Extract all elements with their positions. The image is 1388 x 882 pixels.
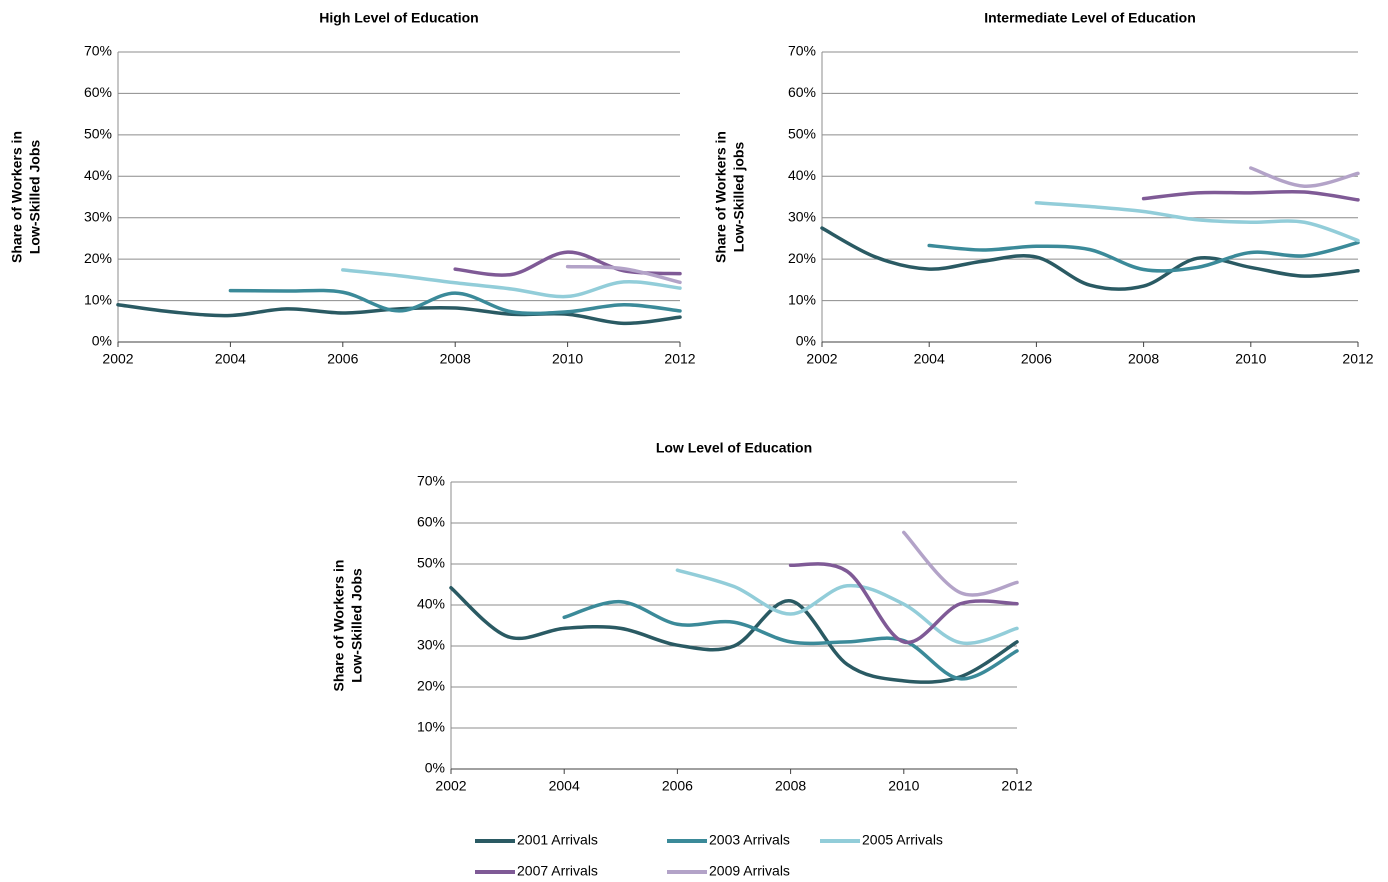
y-axis-label: Share of Workers in [331,559,347,691]
y-tick-label: 60% [84,84,112,100]
series-line [675,568,1019,646]
x-tick-label: 2010 [1235,351,1266,367]
series-line [902,530,1019,597]
y-tick-label: 60% [788,84,816,100]
series-line [820,226,1360,291]
y-tick-label: 70% [417,473,445,489]
subchart: Intermediate Level of Education Share of … [713,10,1374,367]
y-axis-label: Share of Workers in [713,131,729,263]
y-tick-label: 0% [796,333,816,349]
chart-title: Intermediate Level of Education [984,10,1196,26]
y-tick-label: 0% [92,333,112,349]
y-tick-label: 10% [417,719,445,735]
legend-label: 2009 Arrivals [709,863,790,879]
y-tick-label: 30% [84,208,112,224]
x-tick-label: 2002 [435,778,466,794]
x-tick-label: 2004 [914,351,945,367]
series-line [1249,166,1360,188]
legend-label: 2003 Arrivals [709,832,790,848]
y-tick-label: 40% [84,167,112,183]
x-tick-label: 2012 [1342,351,1373,367]
series-line [116,302,682,326]
series-line [449,586,1019,684]
series-line [562,599,1019,681]
legend-label: 2007 Arrivals [517,863,598,879]
y-tick-label: 20% [788,250,816,266]
series-line [788,562,1019,645]
subchart: High Level of Education Share of Workers … [9,10,696,367]
x-tick-label: 2004 [215,351,246,367]
y-axis-label: Low-Skilled Jobs [27,140,43,255]
y-tick-label: 40% [788,167,816,183]
y-tick-label: 40% [417,596,445,612]
y-tick-label: 20% [417,678,445,694]
y-tick-label: 50% [417,555,445,571]
y-tick-label: 50% [788,126,816,142]
y-tick-label: 50% [84,126,112,142]
y-tick-label: 30% [788,208,816,224]
x-tick-label: 2010 [888,778,919,794]
y-tick-label: 30% [417,637,445,653]
series-line [927,240,1360,273]
legend-label: 2001 Arrivals [517,832,598,848]
x-tick-label: 2006 [327,351,358,367]
x-tick-label: 2006 [662,778,693,794]
chart-title: High Level of Education [319,10,478,26]
x-tick-label: 2002 [806,351,837,367]
y-tick-label: 70% [788,43,816,59]
y-tick-label: 60% [417,514,445,530]
legend-label: 2005 Arrivals [862,832,943,848]
y-axis-label: Share of Workers in [9,131,25,263]
series-line [1141,189,1360,202]
x-tick-label: 2002 [102,351,133,367]
x-tick-label: 2004 [549,778,580,794]
x-tick-label: 2010 [552,351,583,367]
x-tick-label: 2008 [1128,351,1159,367]
x-tick-label: 2006 [1021,351,1052,367]
y-tick-label: 70% [84,43,112,59]
y-axis-label: Low-Skilled Jobs [349,568,365,683]
series-line [341,268,682,299]
x-tick-label: 2008 [775,778,806,794]
series-line [565,264,682,285]
chart-title: Low Level of Education [656,440,812,456]
series-line [1034,201,1360,243]
y-tick-label: 10% [788,291,816,307]
x-tick-label: 2008 [440,351,471,367]
y-tick-label: 20% [84,250,112,266]
subchart: Low Level of Education Share of Workers i… [331,440,1033,879]
y-tick-label: 10% [84,291,112,307]
x-tick-label: 2012 [1001,778,1032,794]
y-axis-label: Low-Skilled jobs [731,142,747,253]
y-tick-label: 0% [425,760,445,776]
x-tick-label: 2012 [664,351,695,367]
series-line [228,288,682,316]
